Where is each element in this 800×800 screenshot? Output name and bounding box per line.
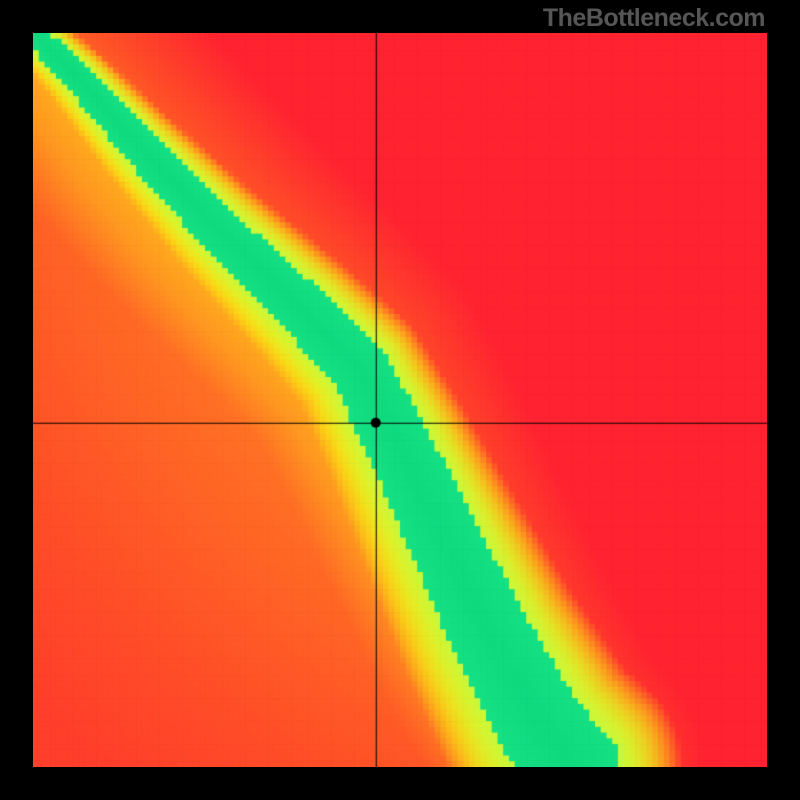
bottleneck-heatmap — [33, 33, 767, 767]
watermark-text: TheBottleneck.com — [543, 4, 765, 33]
